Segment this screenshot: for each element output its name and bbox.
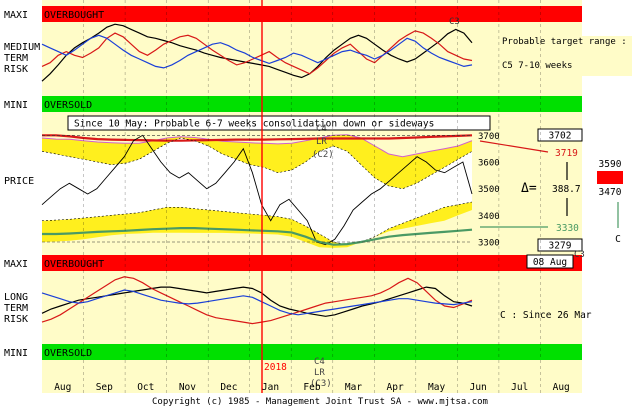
medium-overbought-band: [42, 6, 582, 22]
long-overbought-label: OVERBOUGHT: [44, 259, 104, 270]
medium-label-line-2: TERM: [4, 53, 28, 64]
date-box-text: 08 Aug: [533, 257, 567, 268]
price-tick-label-0: 3700: [478, 132, 500, 142]
date-box: [526, 254, 574, 269]
month-label-0: Aug: [54, 382, 71, 393]
price-inner-upper-line: [41, 137, 473, 190]
month-label-1: Sep: [96, 382, 113, 393]
price-line: [41, 134, 473, 246]
long-series-line-1: [41, 276, 473, 325]
long-label-line-1: LONG: [4, 292, 28, 303]
month-label-5: Jan: [262, 382, 279, 393]
red-target-arrow: [479, 140, 549, 153]
green-target-value: 3330: [556, 223, 579, 234]
long-term-series: [41, 276, 473, 325]
medium-maxi-label: MAXI: [4, 10, 28, 21]
month-label-3: Nov: [179, 382, 196, 393]
long-oversold-band: [42, 344, 582, 360]
long-since-note: C : Since 26 Mar: [500, 310, 592, 321]
side-box-top-value: 3590: [599, 159, 622, 170]
medium-label-line-3: RISK: [4, 64, 28, 75]
medium-term-series: [41, 23, 473, 82]
price-tick-label-1: 3600: [478, 159, 500, 169]
price-label: PRICE: [4, 176, 34, 187]
long-series-line-2: [41, 289, 473, 316]
long-series-line-0: [41, 286, 473, 317]
month-label-4: Dec: [220, 382, 237, 393]
price-tick-label-3: 3400: [478, 212, 500, 222]
price-outer-upper-line: [41, 134, 473, 158]
price-y-ticks: 3700 3600 3500 3400 3300: [478, 132, 500, 249]
side-box: [597, 171, 623, 184]
price-tick-label-2: 3500: [478, 185, 500, 195]
price-inner-lower-line: [41, 201, 473, 246]
c4-price-note: C4 LR (C2): [312, 124, 334, 160]
month-label-10: Jun: [470, 382, 487, 393]
price-banner-text: Since 10 May: Probable 6-7 weeks consoli…: [74, 119, 434, 130]
long-panel-label: LONG TERM RISK: [4, 292, 28, 325]
medium-mini-label: MINI: [4, 100, 28, 111]
side-box-bottom-value: 3470: [599, 187, 622, 198]
medium-panel-label: MEDIUM TERM RISK: [4, 42, 40, 75]
month-label-2: Oct: [137, 382, 154, 393]
c4-long-line-3: (C3): [310, 379, 332, 389]
side-letter: C: [615, 234, 621, 245]
year-label: 2018: [264, 362, 287, 373]
c4-long-line-2: LR: [314, 368, 325, 378]
lower-value: 3279: [549, 241, 572, 252]
target-note-box: [496, 36, 632, 76]
long-maxi-label: MAXI: [4, 259, 28, 270]
price-upper-red-line: [42, 134, 473, 142]
price-lower-green-line: [42, 227, 473, 246]
long-c3-label: C3: [574, 250, 585, 260]
upper-value: 3702: [549, 131, 572, 142]
price-banner-box: [67, 115, 491, 131]
long-oversold-label: OVERSOLD: [44, 348, 92, 359]
red-target-value: 3719: [555, 148, 578, 159]
medium-series-line-0: [41, 23, 473, 82]
month-label-8: Apr: [387, 382, 404, 393]
long-label-line-3: RISK: [4, 314, 28, 325]
c4-long-note: C4 LR (C3): [310, 357, 332, 389]
lower-value-box: [537, 238, 583, 252]
target-note-line-2: C5 7-10 weeks: [502, 61, 572, 71]
copyright-text: Copyright (c) 1985 - Management Joint Tr…: [152, 397, 488, 407]
medium-overbought-label: OVERBOUGHT: [44, 10, 104, 21]
month-label-9: May: [428, 382, 445, 393]
c4-long-line-1: C4: [314, 357, 325, 367]
medium-label-line-1: MEDIUM: [4, 42, 40, 53]
month-label-11: Jul: [511, 382, 528, 393]
month-label-7: Mar: [345, 382, 362, 393]
medium-series-line-2: [41, 34, 473, 69]
price-tick-label-4: 3300: [478, 239, 500, 249]
medium-oversold-band: [42, 96, 582, 112]
long-mini-label: MINI: [4, 348, 28, 359]
delta-symbol: Δ=: [521, 181, 537, 196]
month-label-12: Aug: [553, 382, 570, 393]
price-inner-band: [42, 138, 472, 245]
c4-line-1: C4: [316, 124, 327, 134]
c4-line-3: (C2): [312, 150, 334, 160]
month-axis: Aug Sep Oct Nov Dec Jan Feb Mar Apr May Jun Jul Aug: [54, 382, 570, 393]
c4-line-2: LR: [316, 137, 327, 147]
medium-series-line-1: [41, 30, 473, 75]
price-panel: [41, 134, 473, 248]
upper-value-box: [537, 128, 583, 142]
medium-c3-label: C3: [449, 17, 460, 27]
medium-oversold-label: OVERSOLD: [44, 100, 92, 111]
long-label-line-2: TERM: [4, 303, 28, 314]
delta-value: 388.7: [552, 184, 581, 195]
target-note-line-1: Probable target range :: [502, 37, 627, 47]
long-overbought-band: [42, 255, 582, 271]
month-label-6: Feb: [303, 382, 320, 393]
